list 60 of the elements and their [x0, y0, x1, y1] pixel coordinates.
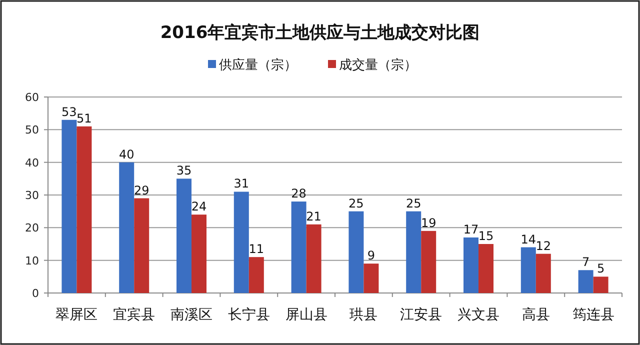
data-label: 28 — [291, 186, 306, 201]
data-label: 11 — [248, 242, 264, 256]
bar — [348, 211, 364, 293]
bar — [421, 230, 436, 293]
data-label: 21 — [306, 209, 322, 224]
x-tick-label: 珙县 — [350, 307, 378, 323]
bar — [176, 178, 192, 293]
bar — [234, 192, 249, 293]
data-label: 40 — [118, 147, 134, 162]
bar — [464, 237, 478, 293]
bar — [62, 120, 77, 293]
data-label: 51 — [76, 111, 92, 126]
bar — [134, 198, 150, 293]
bar — [520, 247, 536, 293]
data-label: 15 — [478, 229, 494, 243]
data-label: 31 — [234, 176, 250, 191]
bar — [119, 162, 134, 293]
bar — [478, 244, 494, 293]
data-label: 25 — [348, 196, 364, 210]
data-label: 24 — [191, 200, 207, 214]
x-tick-label: 长宁县 — [228, 307, 270, 323]
x-tick-label: 筠连县 — [572, 307, 614, 323]
data-label: 35 — [176, 164, 192, 178]
y-tick-label: 20 — [25, 222, 39, 235]
y-tick-label: 30 — [25, 189, 39, 202]
x-tick-label: 翠屏区 — [56, 307, 98, 323]
legend-label: 成交量（宗） — [339, 57, 417, 73]
bar — [306, 224, 322, 293]
bar — [406, 211, 422, 293]
x-tick-label: 屏山县 — [285, 307, 328, 323]
x-tick-label: 南溪区 — [170, 307, 212, 323]
bar — [248, 257, 264, 293]
data-label: 53 — [62, 104, 77, 119]
data-label: 7 — [582, 255, 590, 270]
data-label: 25 — [406, 196, 422, 210]
bar — [593, 276, 608, 293]
legend-label: 供应量（宗） — [219, 57, 297, 73]
bar — [291, 202, 306, 293]
y-tick-label: 60 — [25, 91, 39, 104]
data-label: 14 — [520, 232, 536, 246]
data-label: 17 — [463, 222, 479, 236]
chart-title: 2016年宜宾市土地供应与土地成交对比图 — [160, 23, 480, 43]
data-label: 9 — [367, 248, 376, 263]
y-tick-label: 10 — [25, 254, 39, 268]
y-tick-label: 0 — [32, 287, 39, 300]
x-tick-label: 宜宾县 — [113, 307, 156, 323]
x-tick-label: 高县 — [522, 307, 550, 323]
data-label: 12 — [536, 238, 552, 253]
bar — [192, 214, 206, 293]
data-label: 29 — [134, 183, 150, 198]
data-label: 19 — [420, 216, 436, 230]
bar — [364, 264, 379, 293]
bar — [536, 254, 551, 293]
y-tick-label: 50 — [25, 124, 39, 137]
x-tick-label: 江安县 — [400, 307, 442, 323]
bar — [76, 126, 92, 293]
y-tick-label: 40 — [25, 156, 39, 170]
x-tick-label: 兴文县 — [458, 307, 500, 323]
data-label: 5 — [596, 262, 605, 276]
bar — [578, 270, 594, 293]
